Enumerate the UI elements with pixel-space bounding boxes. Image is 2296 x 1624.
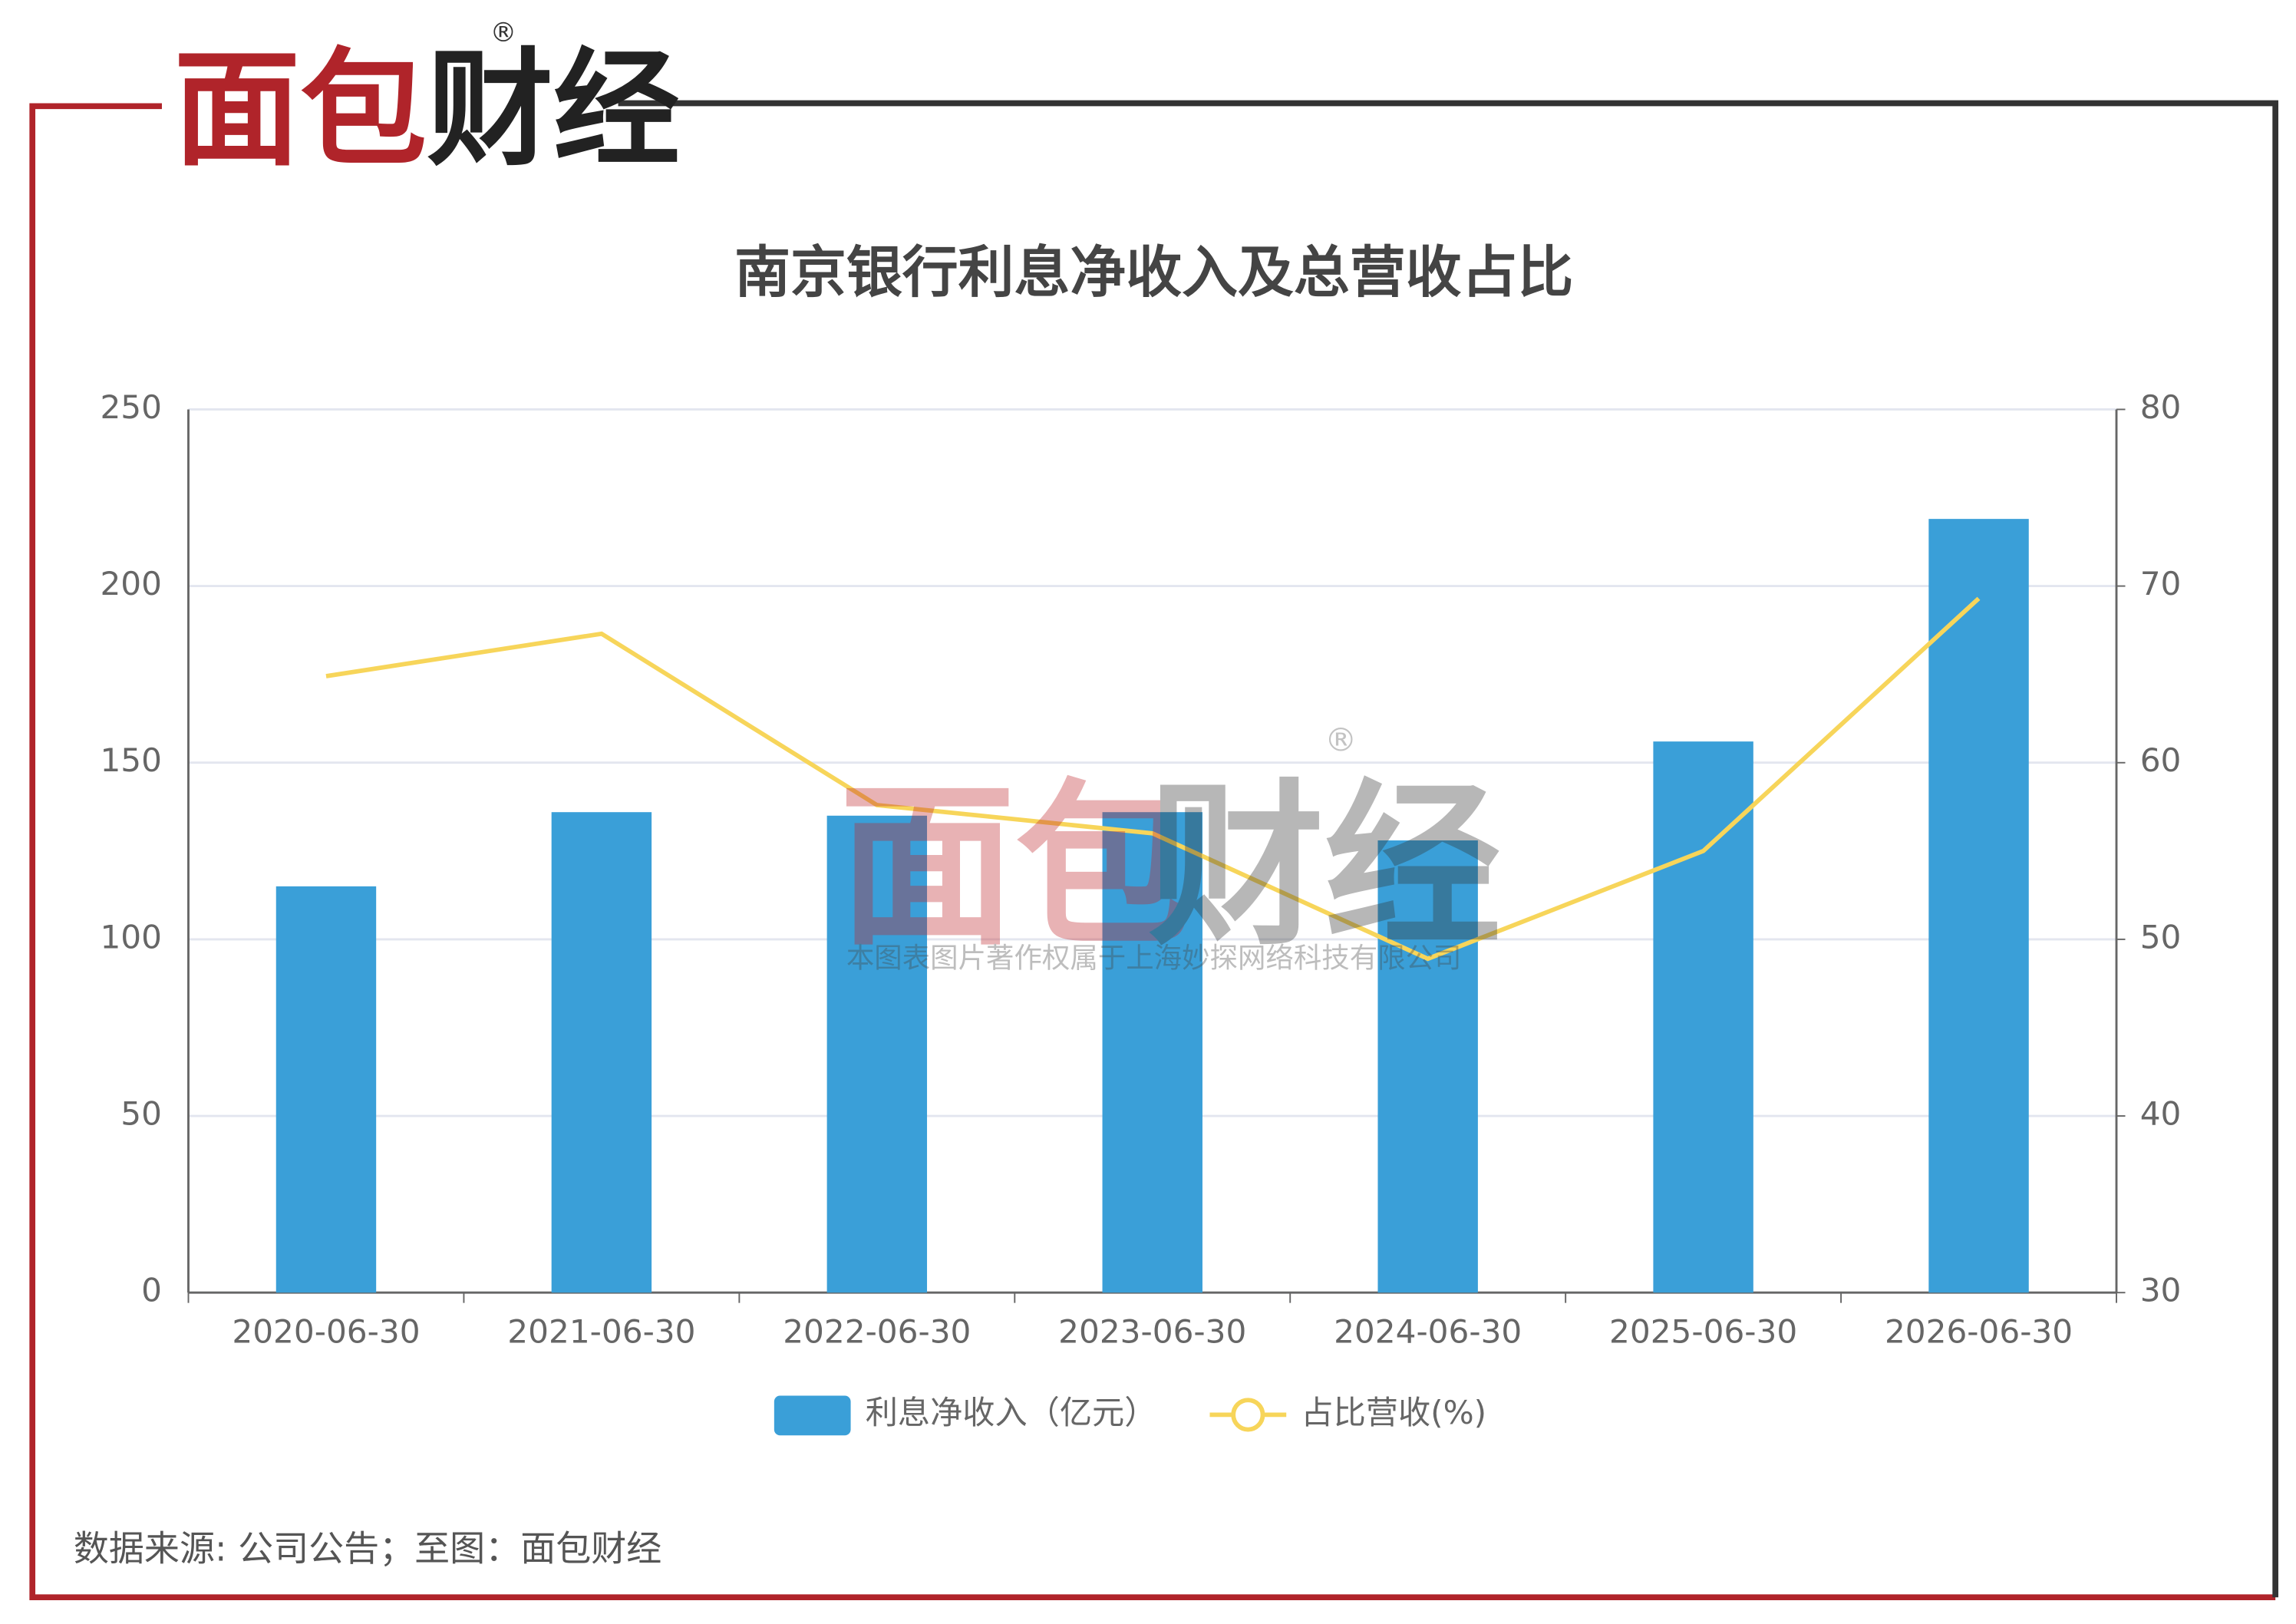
y2-tick-label: 80 — [2140, 388, 2182, 426]
logo-mark: ® — [490, 18, 517, 48]
plot: 0 50 100 150 200 250 30 40 50 60 70 80 2020-06-30 202… — [100, 388, 2182, 1436]
x-tick-label: 2024-06-30 — [1334, 1312, 1522, 1350]
chart-title: 南京银行利息净收入及总营收占比 — [734, 240, 1573, 305]
bar — [1928, 519, 2029, 1293]
y-tick-label: 150 — [100, 741, 162, 779]
y-tick-label: 50 — [120, 1095, 162, 1133]
logo-red: 面包 — [173, 36, 427, 183]
y-tick-label: 200 — [100, 565, 162, 602]
watermark-red: 面包 — [839, 764, 1192, 970]
watermark-mark: ® — [1324, 721, 1357, 758]
legend-label: 利息净收入（亿元） — [866, 1394, 1157, 1431]
x-tick-label: 2023-06-30 — [1058, 1312, 1246, 1350]
bar — [275, 886, 377, 1293]
bar — [826, 815, 928, 1293]
logo-dark: 财经 — [427, 36, 680, 183]
x-tick-label: 2021-06-30 — [507, 1312, 695, 1350]
bar — [1102, 812, 1202, 1293]
bar — [551, 812, 652, 1293]
y-tick-label: 250 — [100, 388, 162, 426]
source: 数据来源: 公司公告；至图：面包财经 — [74, 1527, 661, 1569]
line — [325, 596, 1981, 962]
legend-label: 占比营收(%) — [1301, 1394, 1486, 1431]
y-tick-label: 0 — [141, 1272, 162, 1309]
x-tick-label: 2025-06-30 — [1609, 1312, 1797, 1350]
bar — [1653, 741, 1753, 1293]
y2-tick-label: 50 — [2140, 918, 2182, 956]
bar — [1377, 840, 1478, 1293]
y2-tick-label: 70 — [2140, 565, 2182, 602]
watermark: 面包 财经 ® 本图表图片著作权属于上海妙探网络科技有限公司 — [839, 721, 1501, 974]
legend-swatch — [774, 1395, 851, 1436]
watermark-dark: 财经 — [1148, 764, 1501, 970]
y2-tick-label: 60 — [2140, 741, 2182, 779]
frame-dark — [618, 100, 2278, 1598]
x-tick-label: 2022-06-30 — [783, 1312, 971, 1350]
frame-red — [29, 103, 2276, 1601]
watermark-note: 本图表图片著作权属于上海妙探网络科技有限公司 — [846, 941, 1462, 974]
y2-tick-label: 40 — [2140, 1095, 2182, 1133]
legend-swatch — [1231, 1398, 1265, 1432]
x-tick-label: 2020-06-30 — [232, 1312, 420, 1350]
y2-tick-label: 30 — [2140, 1272, 2182, 1309]
y-tick-label: 100 — [100, 918, 162, 956]
x-tick-label: 2026-06-30 — [1885, 1312, 2073, 1350]
